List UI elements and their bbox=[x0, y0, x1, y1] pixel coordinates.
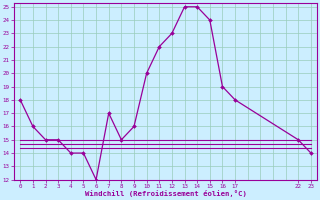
X-axis label: Windchill (Refroidissement éolien,°C): Windchill (Refroidissement éolien,°C) bbox=[85, 190, 246, 197]
